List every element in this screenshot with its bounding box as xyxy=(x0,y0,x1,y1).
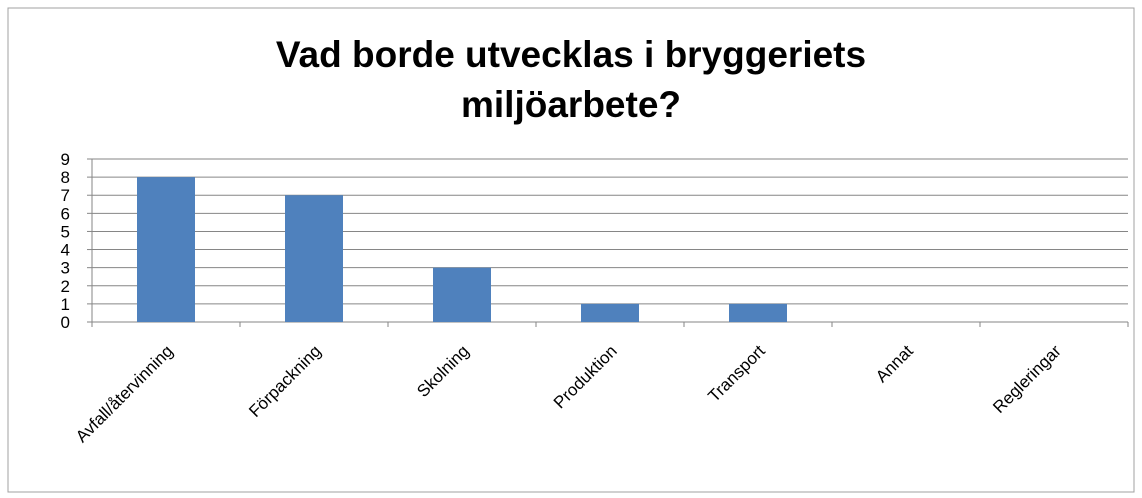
y-tick-label: 5 xyxy=(61,222,70,241)
y-tick-label: 4 xyxy=(61,241,70,260)
y-tick-label: 1 xyxy=(61,295,70,314)
bar xyxy=(137,177,195,322)
y-tick-label: 9 xyxy=(61,150,70,169)
y-tick-label: 3 xyxy=(61,259,70,278)
chart-title: Vad borde utvecklas i bryggeriets miljöa… xyxy=(275,34,867,125)
y-tick-label: 7 xyxy=(61,186,70,205)
bar xyxy=(729,303,787,322)
bar xyxy=(285,195,343,322)
y-tick-label: 2 xyxy=(61,277,70,296)
y-tick-label: 8 xyxy=(61,168,70,187)
bar xyxy=(581,303,639,322)
bar xyxy=(433,267,491,322)
y-tick-label: 0 xyxy=(61,313,70,332)
y-tick-label: 6 xyxy=(61,204,70,223)
